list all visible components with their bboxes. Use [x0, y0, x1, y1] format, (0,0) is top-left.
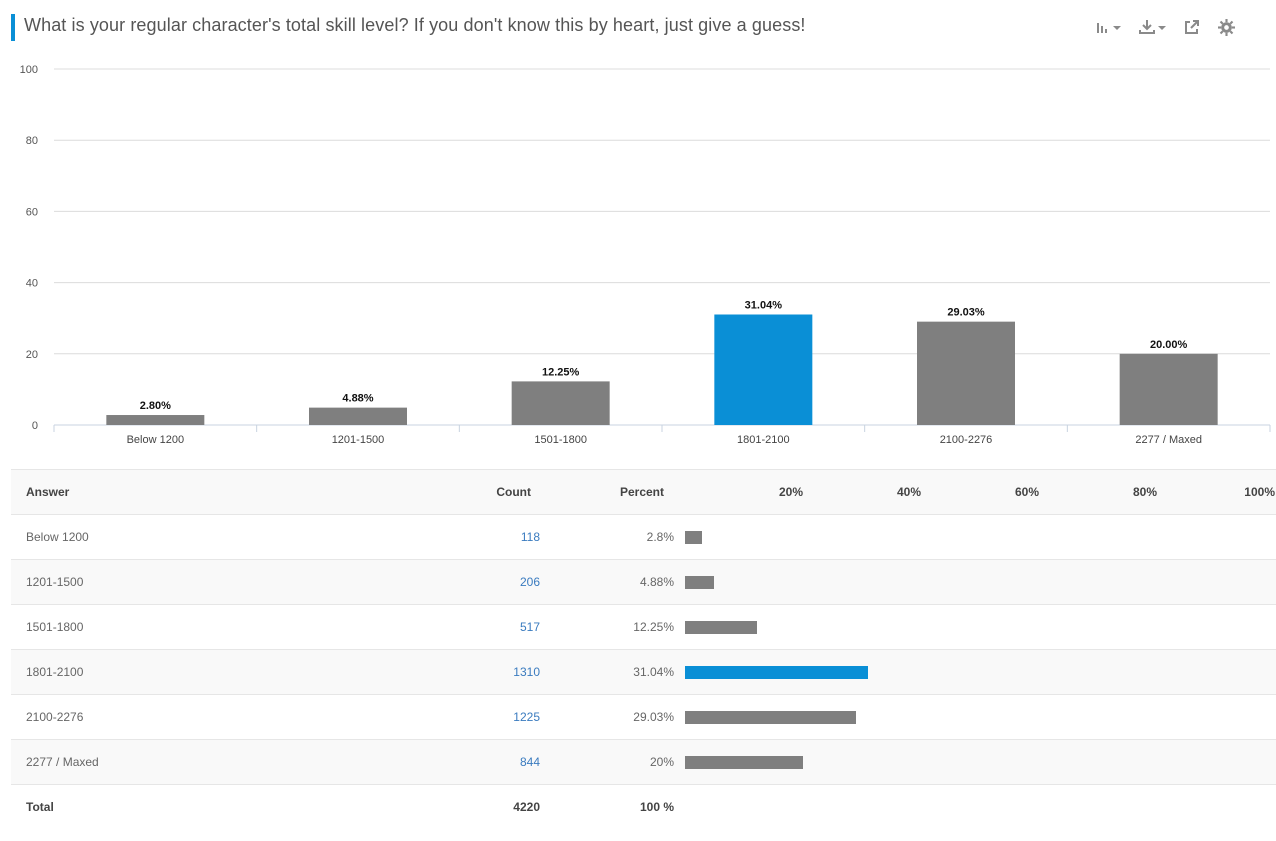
- x-tick-label: 1501-1800: [534, 434, 587, 446]
- bar-data-label: 12.25%: [542, 366, 580, 378]
- bar-1501-1800[interactable]: [511, 381, 610, 425]
- y-tick-label: 100: [20, 64, 38, 76]
- bar-data-label: 29.03%: [947, 307, 985, 319]
- x-tick-label: 1801-2100: [737, 434, 790, 446]
- download-button[interactable]: [1139, 19, 1166, 35]
- bar-data-label: 2.80%: [140, 400, 171, 412]
- percent-bar: [685, 531, 702, 544]
- bar-chart-icon: [1097, 23, 1107, 33]
- share-icon: [1185, 20, 1199, 34]
- gear-icon: [1218, 18, 1235, 36]
- count-column-header: Count: [496, 485, 531, 499]
- percent-bar: [685, 576, 714, 589]
- count-link[interactable]: 844: [519, 755, 540, 769]
- bar-2277-maxed[interactable]: [1119, 353, 1218, 425]
- download-icon: [1139, 20, 1155, 34]
- scale-label: 100%: [1244, 485, 1275, 499]
- count-link[interactable]: 1310: [513, 665, 540, 679]
- title-accent-bar: [11, 14, 15, 41]
- percent-bar: [685, 711, 856, 724]
- bar-1201-1500[interactable]: [309, 407, 407, 425]
- answer-cell: 1501-1800: [26, 620, 84, 634]
- y-tick-label: 40: [26, 278, 38, 290]
- y-tick-label: 80: [26, 135, 38, 147]
- y-tick-label: 0: [32, 420, 38, 432]
- bar-data-label: 4.88%: [342, 393, 373, 405]
- y-tick-label: 20: [26, 349, 38, 361]
- chevron-down-icon: [1113, 26, 1121, 30]
- x-tick-label: 2277 / Maxed: [1135, 434, 1202, 446]
- percent-cell: 2.8%: [646, 530, 674, 544]
- table-row: Below 1200 118 2.8%: [11, 514, 1276, 559]
- answer-cell: Below 1200: [26, 530, 89, 544]
- bar-chart: 0 20 40 60 80 100 2.80% Below 1200 4.88% 1201-150…: [0, 56, 1276, 456]
- total-label: Total: [26, 800, 54, 814]
- scale-label: 20%: [778, 485, 803, 499]
- percent-cell: 29.03%: [633, 710, 674, 724]
- scale-label: 60%: [1014, 485, 1039, 499]
- table-header-row: Answer Count Percent 20% 40% 60% 80% 100%: [11, 469, 1276, 514]
- table-row: 1201-1500 206 4.88%: [11, 559, 1276, 604]
- percent-cell: 4.88%: [639, 575, 674, 589]
- chart-type-button[interactable]: [1096, 20, 1121, 34]
- settings-button[interactable]: [1218, 18, 1235, 36]
- question-title: What is your regular character's total s…: [24, 15, 806, 35]
- chevron-down-icon: [1158, 26, 1166, 30]
- chart-toolbar: [1096, 16, 1253, 38]
- table-row: 2100-2276 1225 29.03%: [11, 694, 1276, 739]
- scale-label: 40%: [896, 485, 921, 499]
- percent-bar: [685, 621, 757, 634]
- table-row: 1801-2100 1310 31.04%: [11, 649, 1276, 694]
- total-row: Total 4220 100 %: [11, 784, 1276, 829]
- x-tick-label: Below 1200: [127, 434, 185, 446]
- count-link[interactable]: 206: [519, 575, 540, 589]
- percent-column-header: Percent: [619, 485, 664, 499]
- percent-cell: 20%: [649, 755, 674, 769]
- bar-data-label: 31.04%: [745, 299, 783, 311]
- percent-bar: [685, 756, 803, 769]
- answer-cell: 1201-1500: [26, 575, 84, 589]
- table-row: 1501-1800 517 12.25%: [11, 604, 1276, 649]
- count-link[interactable]: 118: [520, 530, 540, 544]
- count-link[interactable]: 517: [519, 620, 540, 634]
- share-button[interactable]: [1184, 19, 1200, 35]
- percent-cell: 12.25%: [633, 620, 674, 634]
- answer-cell: 2100-2276: [26, 710, 84, 724]
- percent-cell: 31.04%: [633, 665, 674, 679]
- bar-chart-svg: 0 20 40 60 80 100 2.80% Below 1200 4.88% 1201-150…: [20, 64, 1271, 446]
- bar-2100-2276[interactable]: [917, 321, 1015, 425]
- x-tick-label: 1201-1500: [332, 434, 385, 446]
- answer-column-header: Answer: [26, 485, 70, 499]
- scale-label: 80%: [1132, 485, 1157, 499]
- total-count: 4220: [513, 800, 540, 814]
- count-link[interactable]: 1225: [513, 710, 540, 724]
- percent-bar: [685, 666, 868, 679]
- bar-1801-2100[interactable]: [714, 314, 813, 425]
- answer-table: Answer Count Percent 20% 40% 60% 80% 100% Be…: [11, 469, 1276, 829]
- y-tick-label: 60: [26, 206, 38, 218]
- total-percent: 100 %: [639, 800, 674, 814]
- question-header: What is your regular character's total s…: [0, 0, 1276, 56]
- answer-cell: 2277 / Maxed: [26, 755, 99, 769]
- x-tick-label: 2100-2276: [940, 434, 993, 446]
- bar-data-label: 20.00%: [1150, 339, 1188, 351]
- answer-cell: 1801-2100: [26, 665, 84, 679]
- table-row: 2277 / Maxed 844 20%: [11, 739, 1276, 784]
- bar-below-1200[interactable]: [106, 415, 205, 425]
